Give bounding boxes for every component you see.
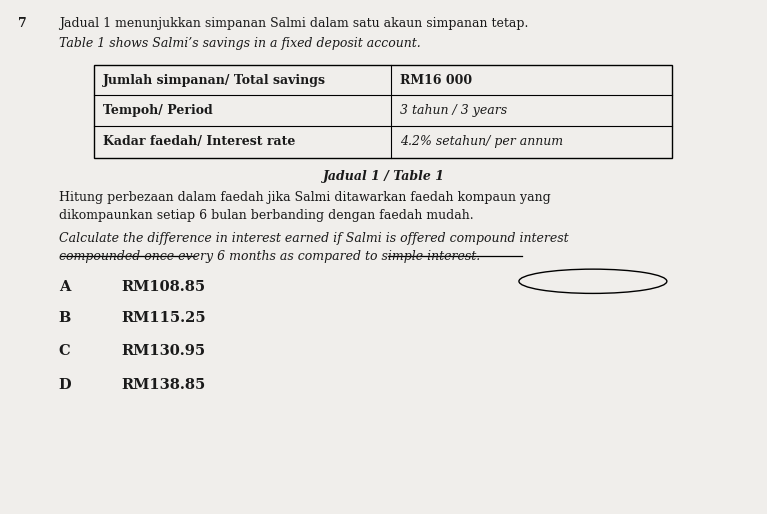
Text: RM130.95: RM130.95 <box>122 344 206 358</box>
Text: 7: 7 <box>18 17 27 30</box>
Text: Jadual 1 / Table 1: Jadual 1 / Table 1 <box>322 170 445 182</box>
Bar <box>94 65 672 158</box>
Text: 4.2% setahun/ per annum: 4.2% setahun/ per annum <box>400 136 563 149</box>
Text: 3 tahun / 3 years: 3 tahun / 3 years <box>400 104 507 117</box>
Text: Kadar faedah/ Interest rate: Kadar faedah/ Interest rate <box>103 136 295 149</box>
Text: Table 1 shows Salmi’s savings in a fixed deposit account.: Table 1 shows Salmi’s savings in a fixed… <box>59 37 420 50</box>
Text: B: B <box>59 311 71 325</box>
Text: Tempoh/ Period: Tempoh/ Period <box>103 104 212 117</box>
Text: A: A <box>59 280 70 294</box>
Text: D: D <box>59 378 71 392</box>
Text: RM138.85: RM138.85 <box>122 378 206 392</box>
Text: Jadual 1 menunjukkan simpanan Salmi dalam satu akaun simpanan tetap.: Jadual 1 menunjukkan simpanan Salmi dala… <box>59 17 528 30</box>
Text: Hitung perbezaan dalam faedah jika Salmi ditawarkan faedah kompaun yang: Hitung perbezaan dalam faedah jika Salmi… <box>59 191 551 204</box>
Text: Jumlah simpanan/ Total savings: Jumlah simpanan/ Total savings <box>103 74 326 86</box>
Text: C: C <box>59 344 71 358</box>
Text: Calculate the difference in interest earned if Salmi is offered compound interes: Calculate the difference in interest ear… <box>59 232 568 245</box>
Text: dikompaunkan setiap 6 bulan berbanding dengan faedah mudah.: dikompaunkan setiap 6 bulan berbanding d… <box>59 210 473 223</box>
Text: compounded once every 6 months as compared to simple interest.: compounded once every 6 months as compar… <box>59 250 480 263</box>
Text: RM115.25: RM115.25 <box>122 311 206 325</box>
Text: RM16 000: RM16 000 <box>400 74 472 86</box>
Text: RM108.85: RM108.85 <box>122 280 206 294</box>
